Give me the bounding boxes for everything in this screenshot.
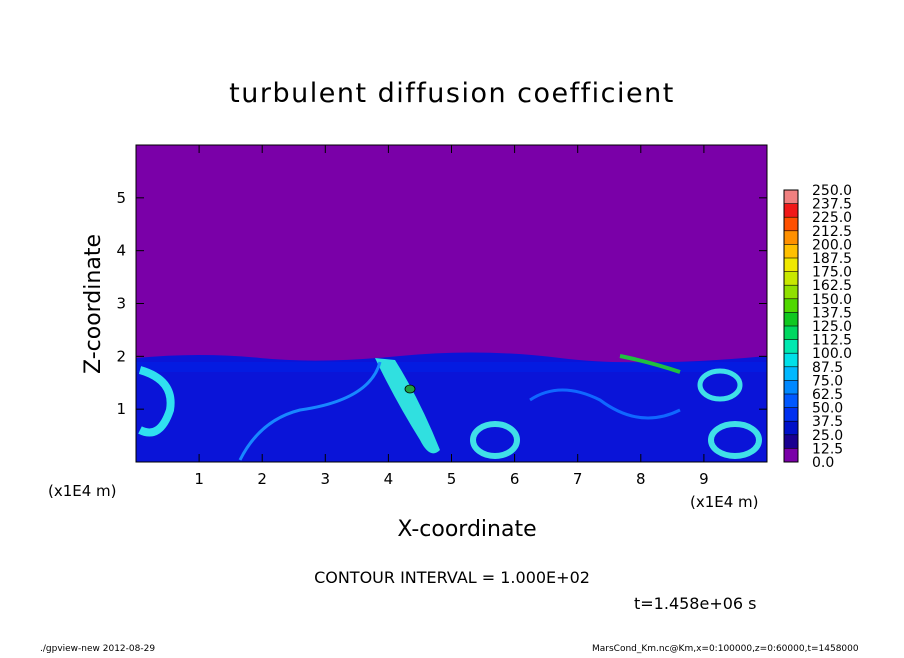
colorbar-label: 112.5 (812, 333, 852, 349)
colorbar-label: 100.0 (812, 346, 852, 362)
y-tick-label: 4 (116, 242, 126, 260)
field-band (136, 362, 767, 372)
swirl (470, 421, 520, 459)
swirl (697, 368, 743, 402)
y-tick-label: 2 (116, 347, 126, 365)
colorbar-label: 75.0 (812, 373, 843, 389)
colorbar-label: 137.5 (812, 305, 852, 321)
colorbar-swatch (784, 258, 798, 272)
colorbar-label: 87.5 (812, 360, 843, 376)
y-tick-label: 1 (116, 400, 126, 418)
chart-title: turbulent diffusion coefficient (229, 78, 675, 109)
footer-right: MarsCond_Km.nc@Km,x=0:100000,z=0:60000,t… (592, 644, 859, 654)
colorbar-swatch (784, 326, 798, 340)
plume (375, 358, 440, 454)
colorbar-swatch (784, 339, 798, 354)
field (136, 145, 767, 462)
contour-interval: CONTOUR INTERVAL = 1.000E+02 (314, 568, 590, 587)
colorbar-label: 175.0 (812, 265, 852, 281)
y-axis-label: Z-coordinate (81, 234, 106, 374)
colorbar-swatch (784, 230, 798, 245)
swirl (138, 366, 175, 437)
colorbar-label: 12.5 (812, 441, 843, 457)
colorbar-swatch (784, 312, 798, 326)
swirl (708, 421, 762, 459)
contour-blob (404, 384, 416, 394)
x-tick-label: 4 (384, 470, 394, 488)
colorbar-swatch (784, 190, 798, 204)
colorbar-label: 187.5 (812, 251, 852, 267)
colorbar-label: 200.0 (812, 237, 852, 253)
time-label: t=1.458e+06 s (634, 594, 757, 613)
colorbar-label: 162.5 (812, 278, 852, 294)
y-unit: (x1E4 m) (48, 482, 117, 500)
footer-left: ./gpview-new 2012-08-29 (40, 644, 155, 654)
colorbar-label: 237.5 (812, 197, 852, 213)
colorbar-swatch (784, 394, 798, 408)
colorbar-swatch (784, 271, 798, 286)
y-tick-label: 3 (116, 295, 126, 313)
x-tick-label: 3 (321, 470, 331, 488)
colorbar-label: 37.5 (812, 414, 843, 430)
colorbar-swatch (784, 285, 798, 299)
x-tick-label: 9 (699, 470, 709, 488)
colorbar-label: 125.0 (812, 319, 852, 335)
colorbar-swatch (784, 421, 798, 435)
colorbar-swatch (784, 434, 798, 449)
x-tick-label: 5 (447, 470, 457, 488)
colorbar-label: 150.0 (812, 292, 852, 308)
swirl (529, 388, 681, 420)
x-tick-label: 7 (573, 470, 583, 488)
colorbar-swatch (784, 407, 798, 422)
colorbar-label: 0.0 (812, 455, 834, 471)
x-unit: (x1E4 m) (690, 493, 759, 511)
x-tick-label: 1 (194, 470, 204, 488)
y-tick-label: 5 (116, 189, 126, 207)
colorbar-swatch (784, 203, 798, 218)
x-tick-label: 6 (510, 470, 520, 488)
colorbar-label: 50.0 (812, 401, 843, 417)
colorbar-swatch (784, 298, 798, 313)
colorbar-swatch (784, 353, 798, 367)
colorbar-swatch (784, 366, 798, 381)
colorbar-label: 25.0 (812, 428, 843, 444)
filament (619, 354, 681, 374)
colorbar-swatch (784, 448, 798, 462)
x-tick-label: 2 (257, 470, 267, 488)
colorbar-swatch (784, 217, 798, 231)
colorbar-label: 250.0 (812, 183, 852, 199)
colorbar-label: 62.5 (812, 387, 843, 403)
colorbar-swatch (784, 244, 798, 258)
colorbar-label: 225.0 (812, 210, 852, 226)
field-lower (136, 352, 767, 462)
swirl (238, 361, 382, 461)
colorbar-swatch (784, 380, 798, 394)
colorbar-label: 212.5 (812, 224, 852, 240)
x-axis-label: X-coordinate (397, 517, 536, 542)
x-tick-label: 8 (636, 470, 646, 488)
